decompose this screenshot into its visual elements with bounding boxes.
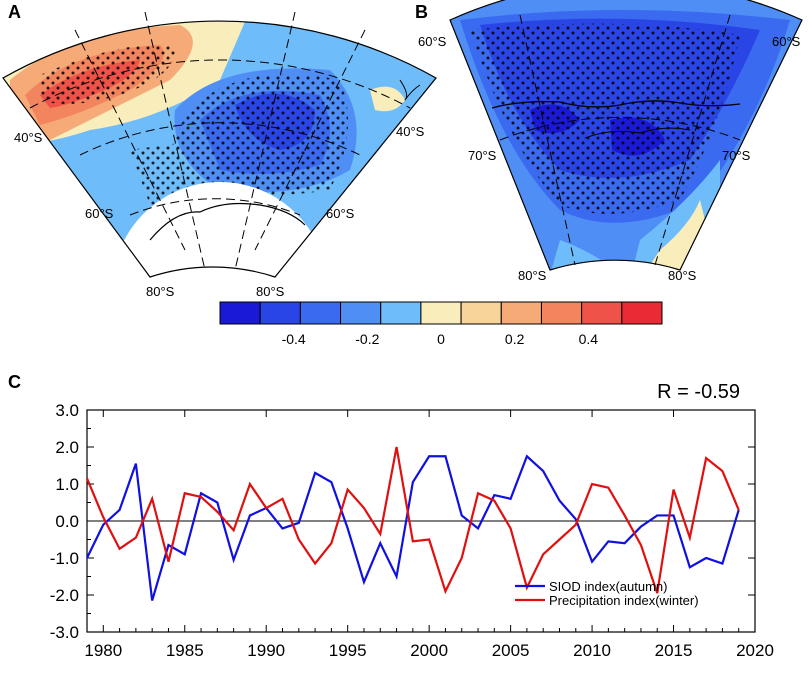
colorbar-tick-label: -0.4: [282, 331, 306, 347]
y-tick-label: 2.0: [55, 438, 79, 457]
x-tick-label: 1980: [84, 641, 122, 660]
colorbar-swatch: [540, 301, 583, 325]
colorbar-swatch: [380, 301, 422, 325]
colorbar-swatch: [219, 301, 261, 325]
x-tick-label: 2010: [573, 641, 611, 660]
map-b-lat-label-60s-right: 60°S: [772, 34, 801, 49]
colorbar-swatch: [581, 301, 623, 325]
x-tick-label: 2015: [655, 641, 693, 660]
x-tick-label: 2020: [736, 641, 774, 660]
colorbar-swatch: [460, 301, 502, 325]
colorbar-swatch: [340, 301, 382, 325]
y-tick-label: 3.0: [55, 401, 79, 420]
map-b-lat-label-70s-right: 70°S: [722, 148, 751, 163]
map-a-lat-label-80s-right: 80°S: [256, 284, 285, 299]
map-b-lat-label-80s-right: 80°S: [668, 268, 697, 283]
panel-label-c: C: [8, 372, 21, 392]
y-tick-label: -2.0: [50, 586, 79, 605]
panel-label-b: B: [415, 2, 428, 22]
colorbar-tick-label: 0.2: [505, 331, 525, 347]
siod-series-line: [86, 454, 740, 601]
map-b: 60°S 70°S 80°S 60°S 70°S 80°S: [418, 0, 803, 283]
x-tick-label: 1985: [166, 641, 204, 660]
x-tick-label: 2005: [492, 641, 530, 660]
colorbar-swatch: [500, 301, 542, 325]
colorbar-tick-label: 0: [437, 331, 445, 347]
x-tick-label: 2000: [410, 641, 448, 660]
map-a: 40°S 60°S 80°S 40°S 60°S 80°S: [2, 11, 437, 299]
map-a-lat-label-40s-left: 40°S: [14, 130, 43, 145]
colorbar: -0.4 -0.2 0 0.2 0.4: [219, 301, 663, 347]
y-tick-label: 0.0: [55, 512, 79, 531]
colorbar-swatch: [621, 301, 663, 325]
y-tick-label: -3.0: [50, 623, 79, 642]
colorbar-tick-label: 0.4: [579, 331, 599, 347]
map-b-lat-label-80s-left: 80°S: [518, 268, 547, 283]
colorbar-swatch: [420, 301, 462, 325]
legend-label: SIOD index(autumn): [549, 579, 668, 594]
y-tick-label: -1.0: [50, 549, 79, 568]
colorbar-tick-label: -0.2: [355, 331, 379, 347]
y-tick-label: 1.0: [55, 475, 79, 494]
x-tick-label: 1990: [247, 641, 285, 660]
map-b-lat-label-60s-left: 60°S: [418, 34, 447, 49]
x-tick-label: 1995: [329, 641, 367, 660]
legend-label: Precipitation index(winter): [549, 593, 699, 608]
maps-figure: 40°S 60°S 80°S 40°S 60°S 80°S: [2, 0, 803, 347]
colorbar-swatch: [259, 301, 301, 325]
timeseries-chart: R = -0.59 -3.0 -2.0 -1.0 0.0 1.0 2.0 3.0 1980 19…: [50, 381, 774, 660]
map-a-lat-label-40s-right: 40°S: [396, 124, 425, 139]
colorbar-swatch: [299, 301, 342, 325]
map-a-lat-label-60s-right: 60°S: [326, 206, 355, 221]
map-a-lat-label-80s-left: 80°S: [146, 284, 175, 299]
map-a-lat-label-60s-left: 60°S: [85, 206, 114, 221]
panel-label-a: A: [8, 2, 21, 22]
correlation-annotation: R = -0.59: [657, 381, 740, 403]
precipitation-series-line: [85, 446, 740, 595]
map-b-lat-label-70s-left: 70°S: [468, 148, 497, 163]
